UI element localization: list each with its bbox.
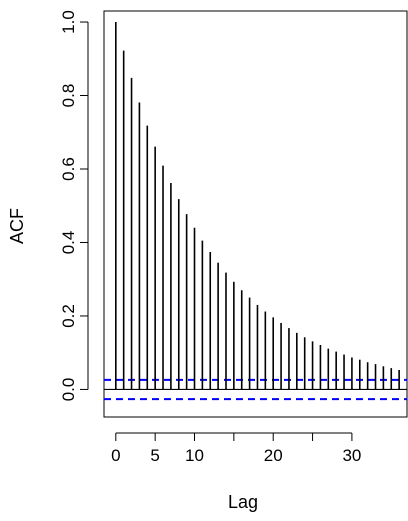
x-tick-label: 30 — [342, 446, 361, 465]
x-axis-label: Lag — [228, 492, 258, 512]
y-tick-label: 0.4 — [59, 231, 78, 255]
acf-spikes — [115, 22, 400, 390]
y-axis-label: ACF — [7, 208, 27, 244]
x-tick-label: 10 — [185, 446, 204, 465]
x-tick-label: 0 — [111, 446, 120, 465]
plot-area — [103, 10, 408, 418]
y-tick-label: 0.0 — [59, 378, 78, 402]
y-tick-label: 0.2 — [59, 304, 78, 328]
y-tick-label: 0.6 — [59, 157, 78, 181]
plot-border — [103, 10, 408, 418]
y-tick-label: 1.0 — [59, 10, 78, 34]
y-tick-label: 0.8 — [59, 84, 78, 108]
x-tick-label: 20 — [264, 446, 283, 465]
x-tick-label: 5 — [150, 446, 159, 465]
axes: 0 5 10 20 30 0.0 0.2 0.4 0.6 0.8 1.0 — [59, 10, 361, 465]
